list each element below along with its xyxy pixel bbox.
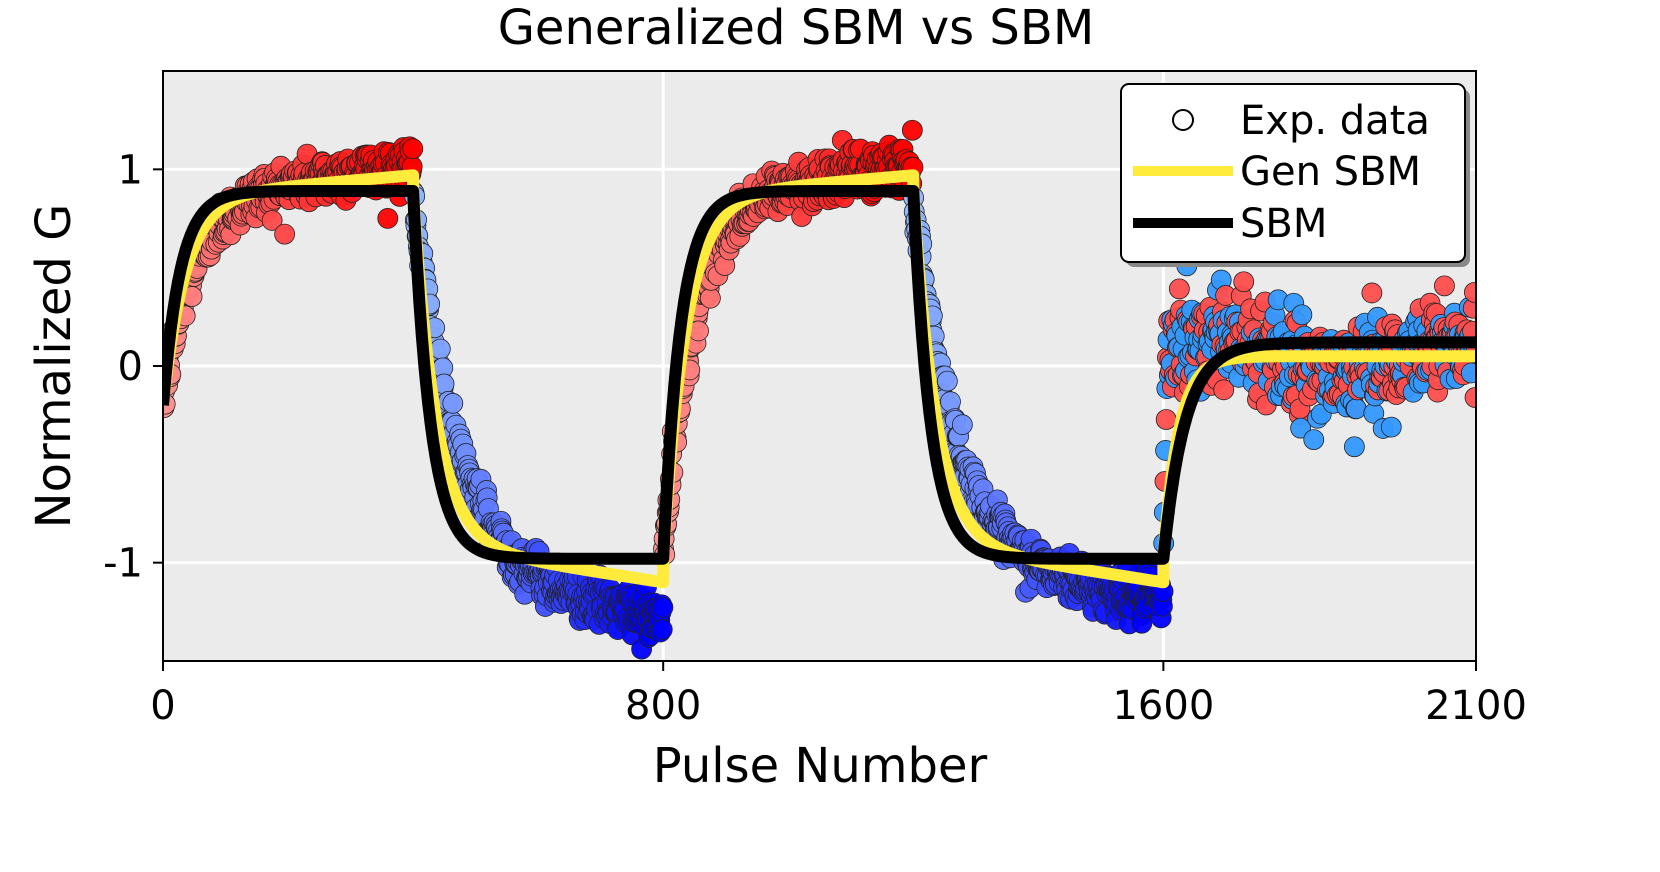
legend-label-exp-data: Exp. data <box>1240 98 1430 144</box>
exp-data-point <box>901 119 923 141</box>
exp-data-point <box>651 619 673 640</box>
exp-data-point <box>261 210 283 231</box>
x-axis-ticks: 0 800 1600 2100 <box>150 661 1527 729</box>
exp-data-point <box>1345 398 1367 420</box>
x-axis-label: Pulse Number <box>653 738 988 794</box>
sbm-line <box>163 185 1476 565</box>
exp-data-point <box>1460 362 1476 384</box>
x-tick-label: 0 <box>150 683 175 729</box>
legend-label-gen-sbm: Gen SBM <box>1240 149 1421 195</box>
exp-data-point <box>1213 379 1235 401</box>
x-tick-label: 2100 <box>1425 683 1527 729</box>
exp-data-point <box>699 287 721 309</box>
legend-box <box>1120 83 1466 263</box>
y-axis-ticks: 1 0 -1 <box>103 147 163 587</box>
legend-label-sbm: SBM <box>1240 201 1327 247</box>
exp-data-point <box>951 414 973 436</box>
exp-data-point <box>1168 278 1190 300</box>
exp-data-point <box>1434 275 1455 297</box>
exp-data-point <box>652 596 674 618</box>
exp-data-point <box>429 338 451 360</box>
x-tick-label: 800 <box>625 683 701 729</box>
legend-marker-exp-data <box>1172 109 1194 131</box>
exp-data-point <box>442 392 464 414</box>
exp-data-point <box>1291 304 1313 326</box>
chart-title: Generalized SBM vs SBM <box>498 0 1095 56</box>
x-tick-label: 1600 <box>1112 683 1214 729</box>
exp-data-point <box>274 223 296 245</box>
y-tick-label: -1 <box>103 541 143 587</box>
exp-data-point <box>1233 271 1255 293</box>
y-tick-label: 1 <box>118 147 143 193</box>
exp-data-point <box>402 138 424 160</box>
exp-data-point <box>1464 281 1476 303</box>
exp-data-point <box>1361 282 1383 304</box>
exp-data-point <box>1155 409 1177 430</box>
model-lines <box>163 169 1476 589</box>
exp-data-point <box>1343 436 1365 458</box>
exp-data-point <box>377 208 399 229</box>
legend: Exp. data Gen SBM SBM <box>1120 83 1470 267</box>
y-tick-label: 0 <box>118 344 143 390</box>
exp-data-point <box>936 370 958 392</box>
exp-data-point <box>1380 416 1402 438</box>
y-axis-label: Normalized G <box>26 204 82 529</box>
exp-data-point <box>1303 429 1325 450</box>
